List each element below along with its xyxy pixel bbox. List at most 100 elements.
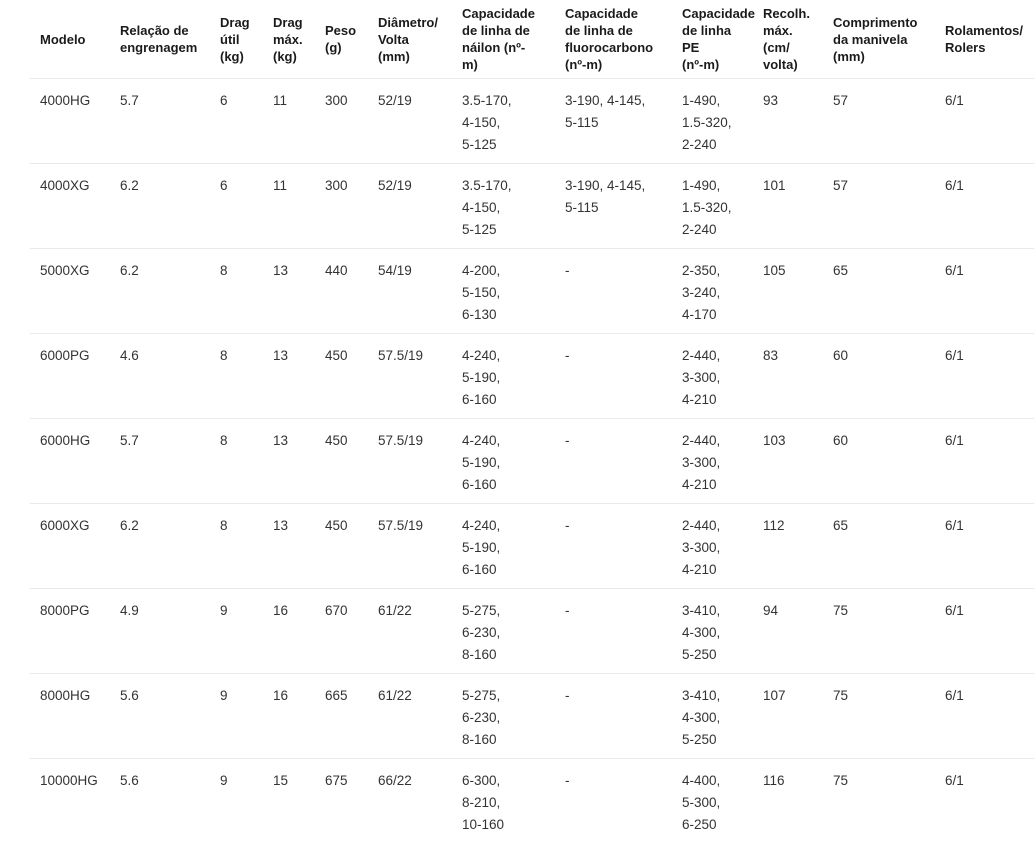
table-cell: 5-275, 6-230, 8-160	[452, 674, 555, 759]
table-row: 4000HG 5.7 6 11 300 52/19 3.5-170, 4-150…	[30, 79, 1034, 164]
table-cell: 300	[315, 164, 368, 249]
table-cell: -	[555, 334, 672, 419]
table-cell: 300	[315, 79, 368, 164]
table-cell: 3-410, 4-300, 5-250	[672, 589, 753, 674]
table-cell: 13	[263, 504, 315, 589]
table-cell: 6/1	[935, 589, 1034, 674]
table-cell: 57.5/19	[368, 419, 452, 504]
table-cell: 4-400, 5-300, 6-250	[672, 759, 753, 843]
table-cell: 9	[210, 589, 263, 674]
table-cell: 6/1	[935, 164, 1034, 249]
reel-spec-table: Modelo Relação de engrenagem Drag útil (…	[30, 0, 1034, 843]
model-cell: 4000HG	[30, 79, 110, 164]
model-cell: 5000XG	[30, 249, 110, 334]
table-row: 8000HG 5.6 9 16 665 61/22 5-275, 6-230, …	[30, 674, 1034, 759]
table-cell: 6/1	[935, 674, 1034, 759]
table-cell: 6.2	[110, 504, 210, 589]
table-cell: 6/1	[935, 759, 1034, 843]
table-cell: 57.5/19	[368, 334, 452, 419]
table-cell: 675	[315, 759, 368, 843]
table-cell: 6/1	[935, 249, 1034, 334]
table-cell: 94	[753, 589, 823, 674]
col-header-peso: Peso (g)	[315, 0, 368, 79]
table-cell: 6/1	[935, 79, 1034, 164]
table-cell: 105	[753, 249, 823, 334]
table-cell: 66/22	[368, 759, 452, 843]
table-cell: 52/19	[368, 164, 452, 249]
col-header-capacidade-fluorocarbono: Capacidade de linha de fluorocarbono (nº…	[555, 0, 672, 79]
table-row: 4000XG 6.2 6 11 300 52/19 3.5-170, 4-150…	[30, 164, 1034, 249]
table-cell: -	[555, 674, 672, 759]
model-cell: 4000XG	[30, 164, 110, 249]
table-cell: 3.5-170, 4-150, 5-125	[452, 79, 555, 164]
table-cell: 65	[823, 249, 935, 334]
table-cell: 1-490, 1.5-320, 2-240	[672, 164, 753, 249]
col-header-capacidade-pe: Capacidade de linha PE (nº-m)	[672, 0, 753, 79]
table-cell: 8	[210, 504, 263, 589]
model-cell: 8000PG	[30, 589, 110, 674]
table-cell: 60	[823, 419, 935, 504]
table-cell: 4.6	[110, 334, 210, 419]
table-cell: 2-440, 3-300, 4-210	[672, 504, 753, 589]
table-cell: 75	[823, 589, 935, 674]
model-cell: 8000HG	[30, 674, 110, 759]
table-cell: -	[555, 419, 672, 504]
table-cell: 6.2	[110, 164, 210, 249]
table-row: 5000XG 6.2 8 13 440 54/19 4-200, 5-150, …	[30, 249, 1034, 334]
col-header-capacidade-nailon: Capacidade de linha de náilon (nº- m)	[452, 0, 555, 79]
table-cell: 15	[263, 759, 315, 843]
table-cell: 2-440, 3-300, 4-210	[672, 419, 753, 504]
table-cell: 4-240, 5-190, 6-160	[452, 419, 555, 504]
table-cell: 75	[823, 759, 935, 843]
table-cell: 6-300, 8-210, 10-160	[452, 759, 555, 843]
table-cell: 8	[210, 334, 263, 419]
table-cell: 4-200, 5-150, 6-130	[452, 249, 555, 334]
table-cell: 450	[315, 334, 368, 419]
table-cell: 57.5/19	[368, 504, 452, 589]
table-cell: 3-410, 4-300, 5-250	[672, 674, 753, 759]
table-cell: 9	[210, 674, 263, 759]
col-header-diametro-volta: Diâmetro/ Volta (mm)	[368, 0, 452, 79]
table-cell: 13	[263, 419, 315, 504]
table-cell: 61/22	[368, 589, 452, 674]
table-cell: 4.9	[110, 589, 210, 674]
table-cell: 2-350, 3-240, 4-170	[672, 249, 753, 334]
table-cell: 5-275, 6-230, 8-160	[452, 589, 555, 674]
table-cell: 61/22	[368, 674, 452, 759]
table-cell: 57	[823, 164, 935, 249]
table-cell: 1-490, 1.5-320, 2-240	[672, 79, 753, 164]
table-cell: 83	[753, 334, 823, 419]
table-cell: 670	[315, 589, 368, 674]
table-cell: 16	[263, 589, 315, 674]
table-cell: 9	[210, 759, 263, 843]
table-cell: 6/1	[935, 334, 1034, 419]
table-cell: 5.7	[110, 419, 210, 504]
table-cell: 3.5-170, 4-150, 5-125	[452, 164, 555, 249]
table-cell: 3-190, 4-145, 5-115	[555, 164, 672, 249]
table-cell: 5.7	[110, 79, 210, 164]
table-row: 8000PG 4.9 9 16 670 61/22 5-275, 6-230, …	[30, 589, 1034, 674]
table-cell: 8	[210, 249, 263, 334]
table-cell: -	[555, 759, 672, 843]
table-cell: 4-240, 5-190, 6-160	[452, 334, 555, 419]
table-cell: 8	[210, 419, 263, 504]
table-cell: 4-240, 5-190, 6-160	[452, 504, 555, 589]
model-cell: 6000PG	[30, 334, 110, 419]
table-cell: 6/1	[935, 504, 1034, 589]
table-cell: 60	[823, 334, 935, 419]
header-row: Modelo Relação de engrenagem Drag útil (…	[30, 0, 1034, 79]
table-cell: 75	[823, 674, 935, 759]
model-cell: 6000XG	[30, 504, 110, 589]
table-cell: 450	[315, 419, 368, 504]
table-cell: 11	[263, 164, 315, 249]
table-cell: 6/1	[935, 419, 1034, 504]
table-cell: 3-190, 4-145, 5-115	[555, 79, 672, 164]
col-header-modelo: Modelo	[30, 0, 110, 79]
table-cell: 65	[823, 504, 935, 589]
table-cell: 5.6	[110, 759, 210, 843]
table-cell: 5.6	[110, 674, 210, 759]
table-cell: 6	[210, 164, 263, 249]
table-cell: 116	[753, 759, 823, 843]
table-row: 10000HG 5.6 9 15 675 66/22 6-300, 8-210,…	[30, 759, 1034, 843]
table-cell: 13	[263, 334, 315, 419]
